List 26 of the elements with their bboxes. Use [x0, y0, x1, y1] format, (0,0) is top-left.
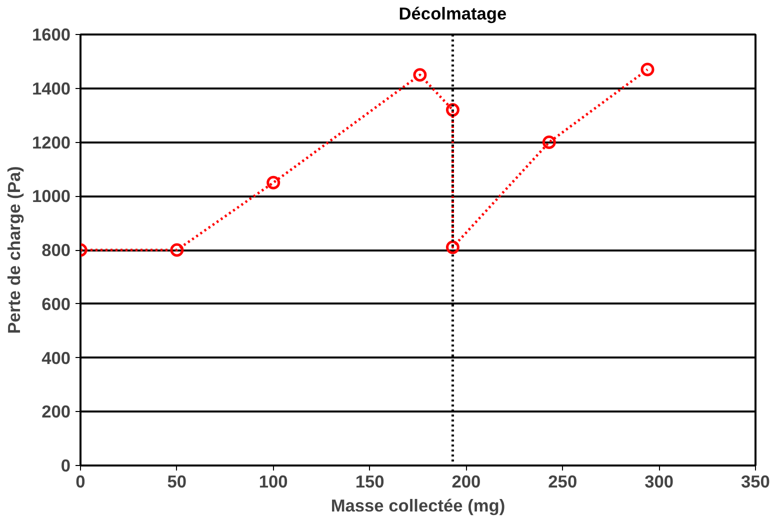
- x-tick-label: 200: [452, 472, 481, 492]
- y-tick-label: 0: [60, 456, 71, 476]
- y-tick-label: 1200: [32, 132, 71, 152]
- x-tick-label: 0: [76, 472, 86, 492]
- y-tick-label: 400: [42, 348, 71, 368]
- x-tick-label: 50: [167, 472, 187, 492]
- x-tick-label: 300: [644, 472, 674, 492]
- x-tick-label: 150: [355, 472, 384, 492]
- x-axis-title: Masse collectée (mg): [330, 496, 506, 516]
- y-tick-label: 1400: [32, 78, 71, 98]
- point: [542, 136, 556, 149]
- y-tick-label: 600: [42, 294, 71, 314]
- x-tick-label: 250: [548, 472, 578, 492]
- y-tick-label: 800: [42, 240, 71, 260]
- x-tick-label: 350: [741, 472, 770, 492]
- y-tick-label: 1600: [32, 24, 71, 44]
- point: [266, 176, 280, 190]
- point: [170, 243, 184, 257]
- point: [640, 62, 654, 76]
- y-tick-label: 1000: [32, 186, 71, 206]
- x-tick-label: 100: [258, 472, 288, 492]
- y-tick-label: 200: [42, 402, 71, 422]
- ref-line-label: Décolmatage: [398, 4, 508, 24]
- point: [446, 240, 460, 254]
- point: [413, 68, 427, 82]
- y-axis-title: Perte de charge (Pa): [4, 166, 24, 334]
